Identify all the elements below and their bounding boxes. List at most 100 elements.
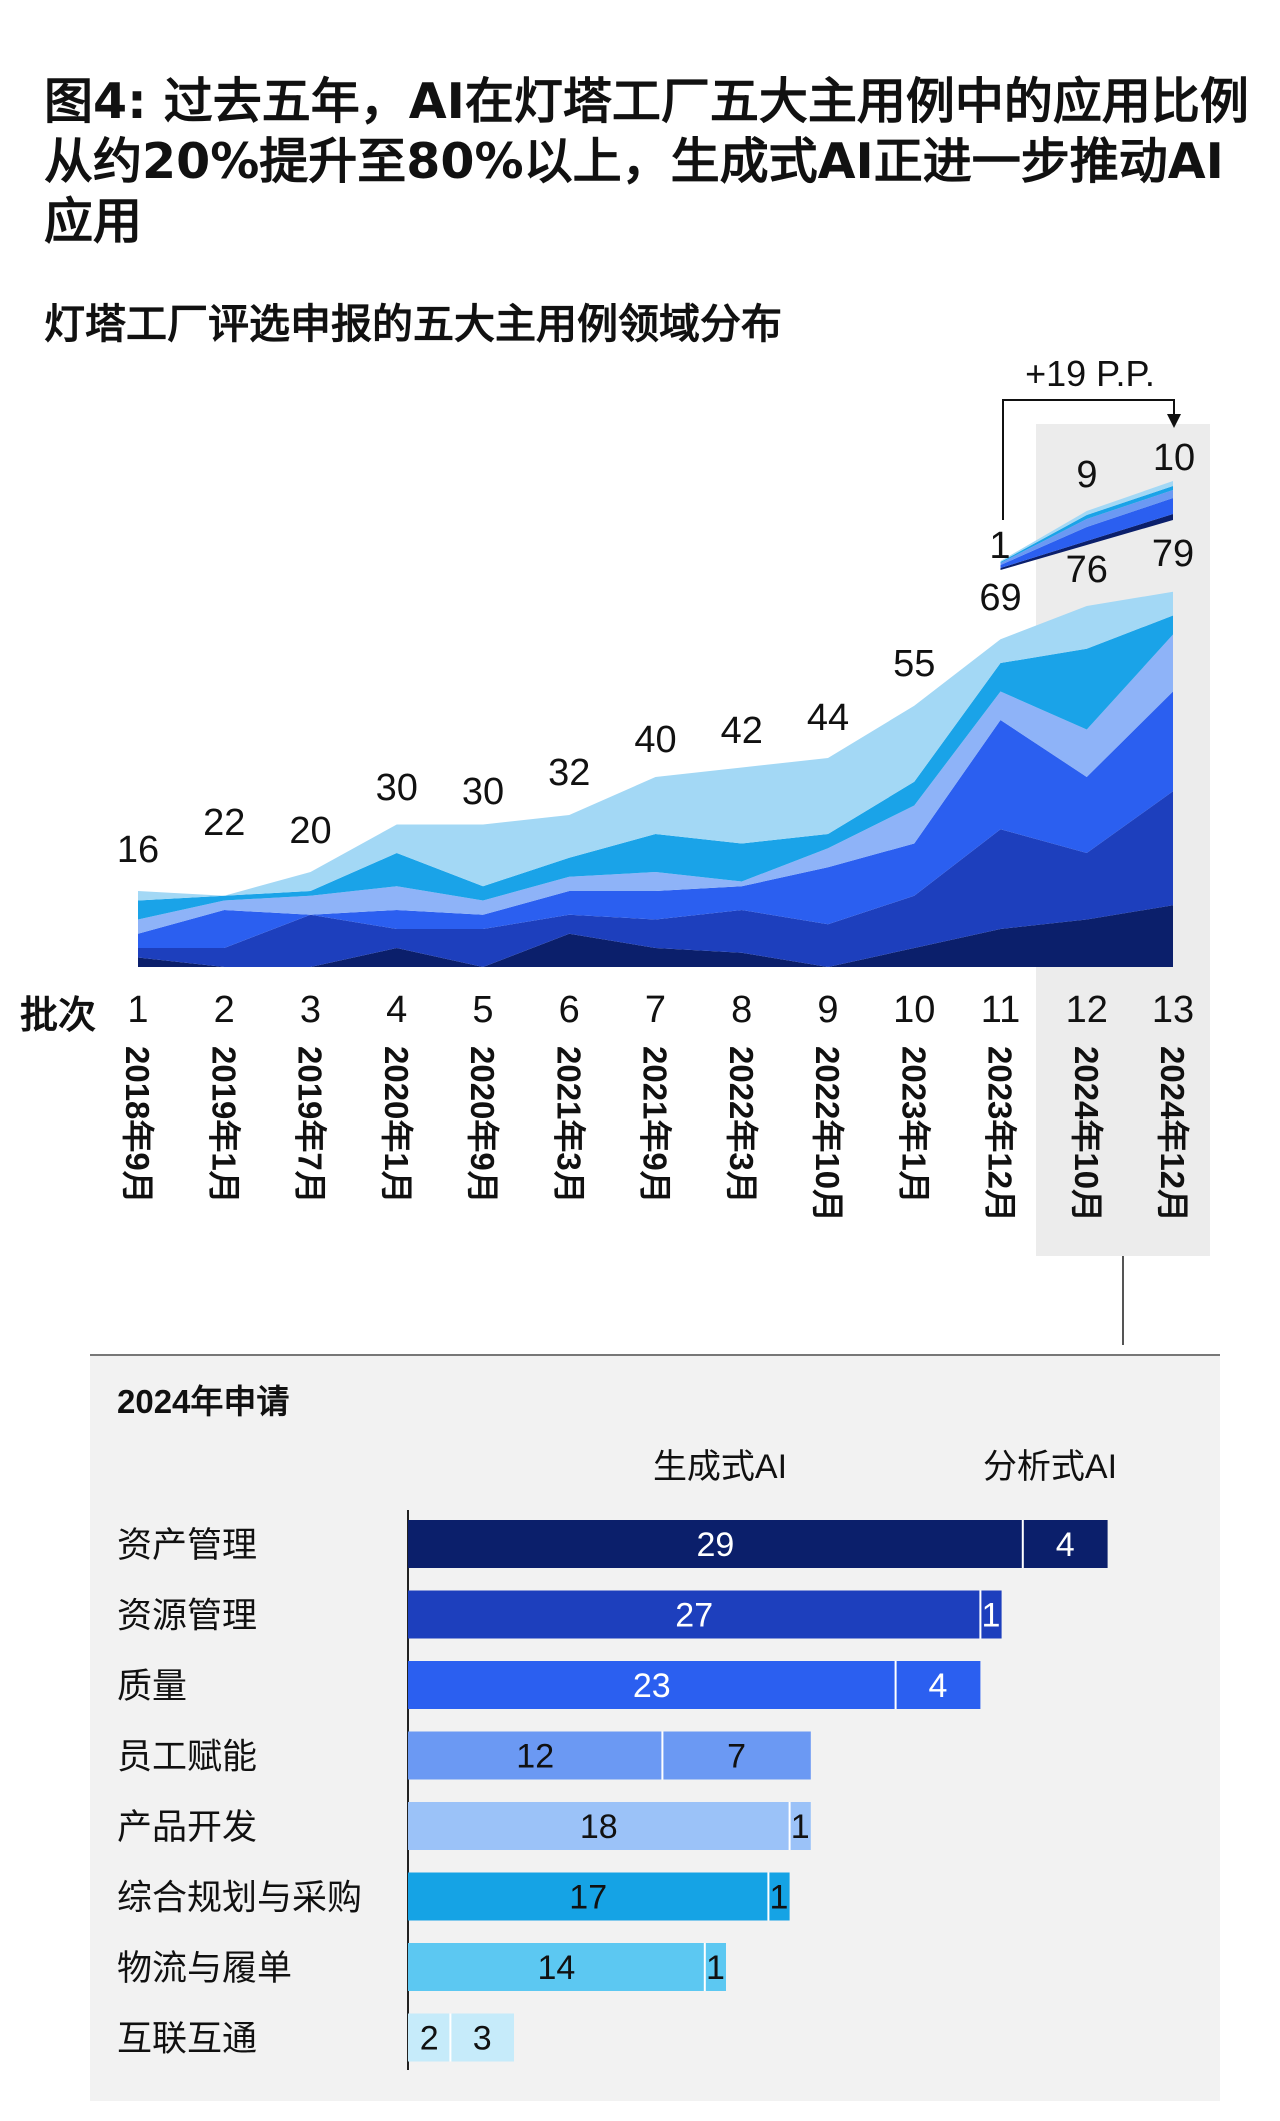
batch-tick-1: 1: [127, 989, 148, 1031]
bar-value-label: 17: [569, 1879, 607, 1917]
bar-value-label: 27: [675, 1597, 713, 1635]
genai-area-series-1: [1000, 514, 1173, 570]
total-label-1: 16: [117, 829, 159, 871]
batch-tick-6: 6: [559, 989, 580, 1031]
genai-area-series-2: [1000, 498, 1173, 568]
bar-segment: [408, 1872, 769, 1921]
area-series-4: [138, 634, 1173, 934]
genai-label-11: 1: [989, 525, 1010, 567]
bar-segment: [408, 2013, 451, 2062]
date-tick-1: 2018年9月: [119, 1046, 156, 1204]
batch-tick-7: 7: [645, 989, 666, 1031]
bar-segment: [408, 1802, 790, 1850]
bar-value-label: 12: [516, 1738, 554, 1776]
bar-segment: [980, 1590, 1002, 1639]
date-tick-7: 2021年9月: [637, 1046, 674, 1204]
date-tick-3: 2019年7月: [292, 1046, 329, 1204]
area-series-3: [138, 691, 1173, 948]
bar-segment: [408, 1943, 705, 1991]
bar-segment: [408, 1590, 981, 1639]
bar-value-label: 18: [580, 1808, 618, 1846]
bar-value-label: 29: [696, 1526, 734, 1564]
batch-tick-2: 2: [214, 989, 235, 1031]
batch-tick-3: 3: [300, 989, 321, 1031]
date-tick-4: 2020年1月: [378, 1046, 415, 1204]
bar-segment: [704, 1943, 726, 1991]
bar-segment: [768, 1872, 790, 1921]
date-tick-5: 2020年9月: [464, 1046, 501, 1204]
bar-value-label: 2: [420, 2020, 439, 2058]
date-tick-2: 2019年1月: [205, 1046, 242, 1204]
bar-category-label: 综合规划与采购: [117, 1879, 362, 1918]
bar-segment: [408, 1661, 896, 1709]
bar-segment: [408, 1731, 663, 1780]
bar-category-label: 资产管理: [117, 1526, 257, 1565]
total-label-7: 40: [634, 719, 676, 761]
bar-value-label: 1: [770, 1879, 789, 1917]
total-label-12: 76: [1066, 549, 1108, 591]
delta-bracket: [1002, 399, 1175, 520]
date-tick-8: 2022年3月: [723, 1046, 760, 1204]
bar-segment: [789, 1802, 811, 1850]
total-label-10: 55: [893, 643, 935, 685]
bar-category-label: 互联互通: [117, 2020, 257, 2059]
delta-arrow-icon: [1167, 414, 1181, 428]
bar-segment: [662, 1731, 811, 1780]
x-axis-label: 批次: [20, 995, 96, 1037]
legend-generative-ai: 生成式AI: [653, 1448, 787, 1486]
total-label-3: 20: [289, 810, 331, 852]
area-series-6: [138, 591, 1173, 901]
genai-label-13: 10: [1153, 437, 1195, 479]
legend-analytical-ai: 分析式AI: [983, 1448, 1117, 1486]
total-label-2: 22: [203, 802, 245, 844]
date-tick-11: 2023年12月: [982, 1046, 1019, 1222]
bar-category-label: 物流与履单: [117, 1949, 292, 1988]
bar-value-label: 3: [473, 2020, 492, 2058]
bar-value-label: 4: [929, 1667, 948, 1705]
bar-segment: [1022, 1520, 1108, 1568]
genai-area-series-3: [1000, 490, 1173, 565]
batch-tick-8: 8: [731, 989, 752, 1031]
bar-value-label: 4: [1056, 1526, 1075, 1564]
bar-category-label: 质量: [117, 1667, 187, 1706]
delta-annotation: +19 P.P.: [1025, 353, 1155, 394]
bar-category-label: 产品开发: [117, 1808, 257, 1847]
bar-category-label: 员工赋能: [117, 1738, 257, 1777]
batch-tick-5: 5: [472, 989, 493, 1031]
area-series-1: [138, 905, 1173, 967]
bar-value-label: 7: [727, 1738, 746, 1776]
total-label-8: 42: [721, 710, 763, 752]
total-label-6: 32: [548, 752, 590, 794]
total-label-13: 79: [1152, 533, 1194, 575]
genai-label-12: 9: [1076, 454, 1097, 496]
area-series-5: [138, 615, 1173, 920]
bar-panel-title: 2024年申请: [117, 1383, 289, 1420]
page-title: 图4: 过去五年，AI在灯塔工厂五大主用例中的应用比例从约20%提升至80%以上…: [44, 73, 1249, 250]
bar-value-label: 1: [982, 1597, 1001, 1635]
batch-tick-12: 12: [1066, 989, 1108, 1031]
batch-tick-10: 10: [893, 989, 935, 1031]
batch-tick-4: 4: [386, 989, 407, 1031]
genai-area-series-5: [1000, 481, 1173, 562]
genai-area-series-4: [1000, 486, 1173, 563]
date-tick-6: 2021年3月: [550, 1046, 587, 1204]
bar-segment: [450, 2013, 514, 2062]
date-tick-10: 2023年1月: [895, 1046, 932, 1204]
bar-value-label: 1: [791, 1808, 810, 1846]
chart-subtitle: 灯塔工厂评选申报的五大主用例领域分布: [44, 300, 782, 348]
date-tick-9: 2022年10月: [809, 1046, 846, 1222]
bar-segment: [895, 1661, 981, 1709]
batch-tick-11: 11: [981, 989, 1020, 1031]
bar-value-label: 23: [633, 1667, 671, 1705]
area-series-2: [138, 791, 1173, 967]
total-label-4: 30: [376, 767, 418, 809]
total-label-5: 30: [462, 771, 504, 813]
bar-category-label: 资源管理: [117, 1597, 257, 1636]
total-label-11: 69: [979, 577, 1021, 619]
bar-value-label: 1: [706, 1949, 725, 1987]
date-tick-13: 2024年12月: [1154, 1046, 1191, 1222]
date-tick-12: 2024年10月: [1068, 1046, 1105, 1222]
bar-value-label: 14: [537, 1949, 575, 1987]
total-label-9: 44: [807, 697, 849, 739]
